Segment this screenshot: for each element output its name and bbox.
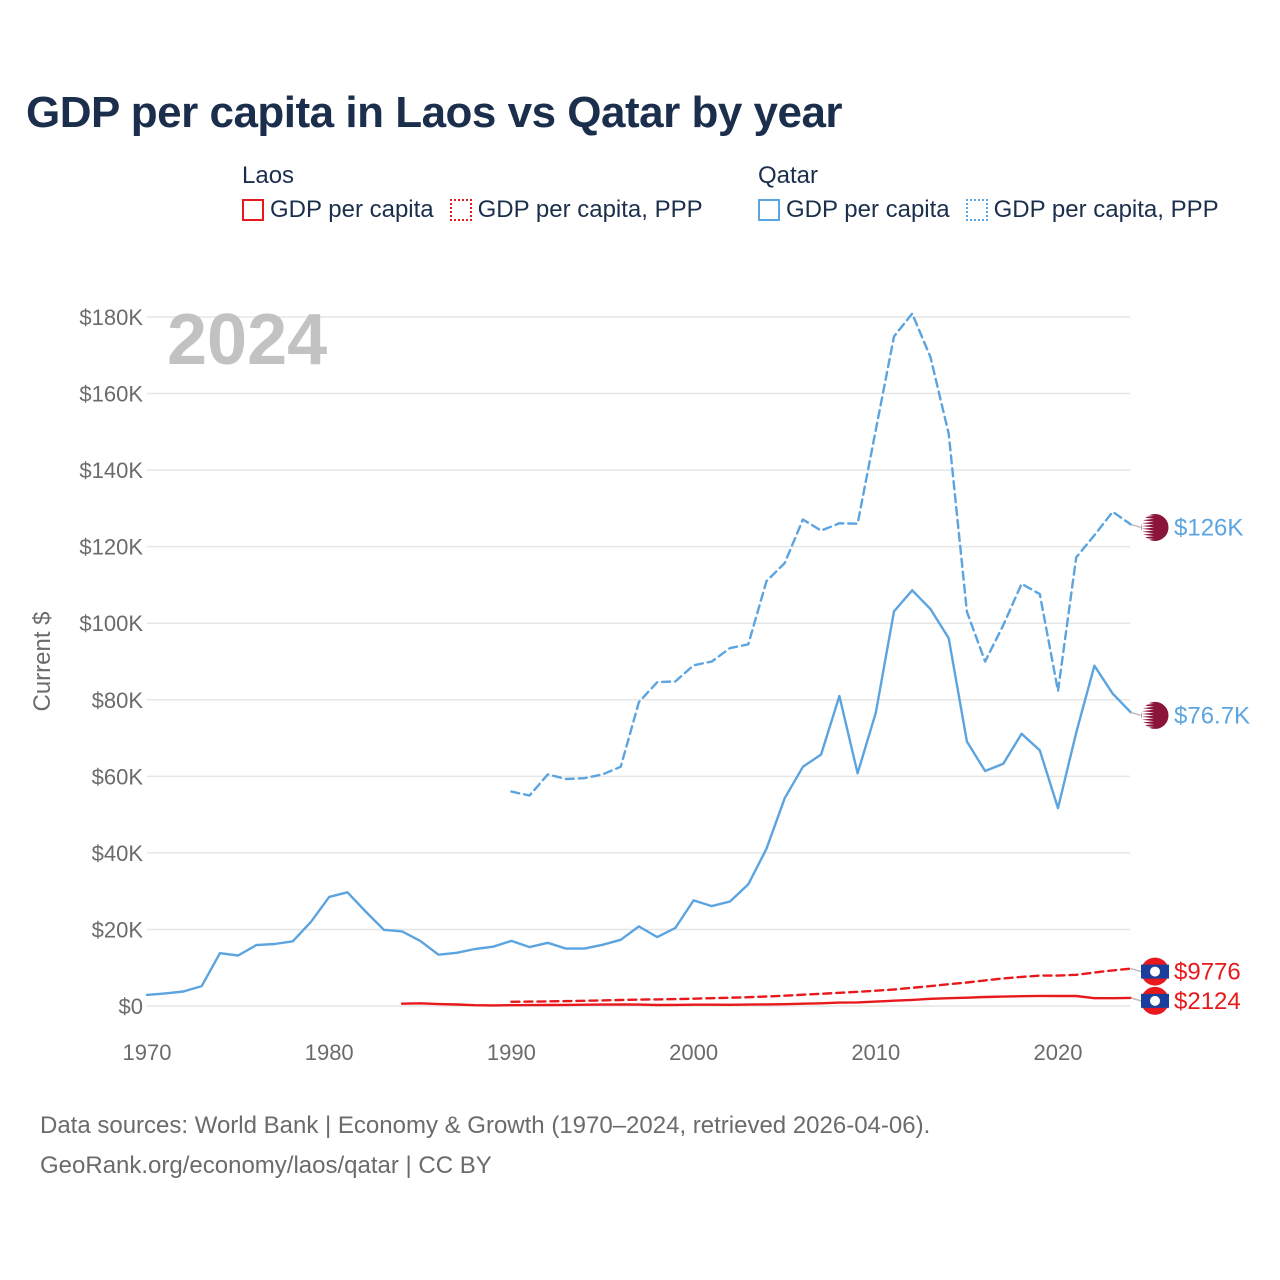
x-tick-label: 2010 xyxy=(851,1040,900,1065)
legend-item-label: GDP per capita, PPP xyxy=(477,196,703,223)
legend-group-title: Laos xyxy=(242,162,295,189)
legend-item-qatar-gdp[interactable]: GDP per capita xyxy=(758,196,950,224)
y-tick-label: $20K xyxy=(92,917,144,942)
series-line-0 xyxy=(145,589,1133,997)
laos-flag-disc xyxy=(1150,995,1160,1006)
legend-item-laos-gdp-ppp[interactable]: GDP per capita, PPP xyxy=(449,196,703,224)
y-tick-label: $140K xyxy=(79,458,143,483)
year-label: 2024 xyxy=(167,300,327,380)
series-end-label: $126K xyxy=(1174,514,1243,541)
y-tick-label: $120K xyxy=(79,535,143,560)
legend-group-qatar: Qatar GDP per capita GDP per capita, PPP xyxy=(758,162,1219,224)
x-tick-label: 1980 xyxy=(305,1040,354,1065)
legend-item-label: GDP per capita xyxy=(786,196,950,223)
series-line-2 xyxy=(400,994,1133,1007)
series-end-label: $2124 xyxy=(1174,988,1241,1015)
laos-flag-disc xyxy=(1150,966,1160,977)
y-tick-label: $0 xyxy=(119,994,143,1019)
source-line: Data sources: World Bank | Economy & Gro… xyxy=(40,1112,931,1139)
legend-swatch-solid-icon xyxy=(242,199,264,221)
legend-item-qatar-gdp-ppp[interactable]: GDP per capita, PPP xyxy=(965,196,1219,224)
x-tick-label: 2020 xyxy=(1034,1040,1083,1065)
y-tick-label: $160K xyxy=(79,382,143,407)
x-tick-label: 2000 xyxy=(669,1040,718,1065)
legend-item-laos-gdp[interactable]: GDP per capita xyxy=(242,196,434,224)
end-label-connector xyxy=(1130,523,1142,529)
legend-group-laos: Laos GDP per capita GDP per capita, PPP xyxy=(242,162,703,224)
flag-border xyxy=(1140,512,1170,542)
end-label-connector xyxy=(1130,711,1142,717)
y-tick-label: $80K xyxy=(92,688,144,713)
legend-swatch-dotted-icon xyxy=(449,199,472,221)
y-tick-label: $100K xyxy=(79,611,143,636)
legend-item-label: GDP per capita, PPP xyxy=(993,196,1219,223)
end-label-connector xyxy=(1130,997,1142,1002)
qatar-flag-icon xyxy=(1141,701,1169,730)
series-end-label: $76.7K xyxy=(1174,702,1250,729)
qatar-flag-serration xyxy=(1142,702,1154,729)
source-note: Data sources: World Bank | Economy & Gro… xyxy=(40,1106,930,1186)
flag-border xyxy=(1140,700,1170,730)
qatar-flag-icon xyxy=(1141,513,1169,542)
y-axis-label: Current $ xyxy=(29,611,56,711)
qatar-flag-serration xyxy=(1142,514,1154,541)
series-line-3 xyxy=(510,967,1133,1003)
source-credit: GeoRank.org/economy/laos/qatar | CC BY xyxy=(40,1152,492,1179)
legend-item-label: GDP per capita xyxy=(270,196,434,223)
y-tick-label: $40K xyxy=(92,841,144,866)
y-tick-label: $180K xyxy=(79,305,143,330)
legend-group-title: Qatar xyxy=(758,162,819,189)
x-tick-label: 1970 xyxy=(123,1040,172,1065)
y-tick-label: $60K xyxy=(92,764,144,789)
x-tick-label: 1990 xyxy=(487,1040,536,1065)
end-label-connector xyxy=(1130,967,1142,973)
legend-swatch-dotted-icon xyxy=(965,199,988,221)
chart-title: GDP per capita in Laos vs Qatar by year xyxy=(26,88,843,137)
series-line-1 xyxy=(510,312,1133,797)
series-end-label: $9776 xyxy=(1174,959,1241,986)
legend-swatch-solid-icon xyxy=(758,199,780,221)
